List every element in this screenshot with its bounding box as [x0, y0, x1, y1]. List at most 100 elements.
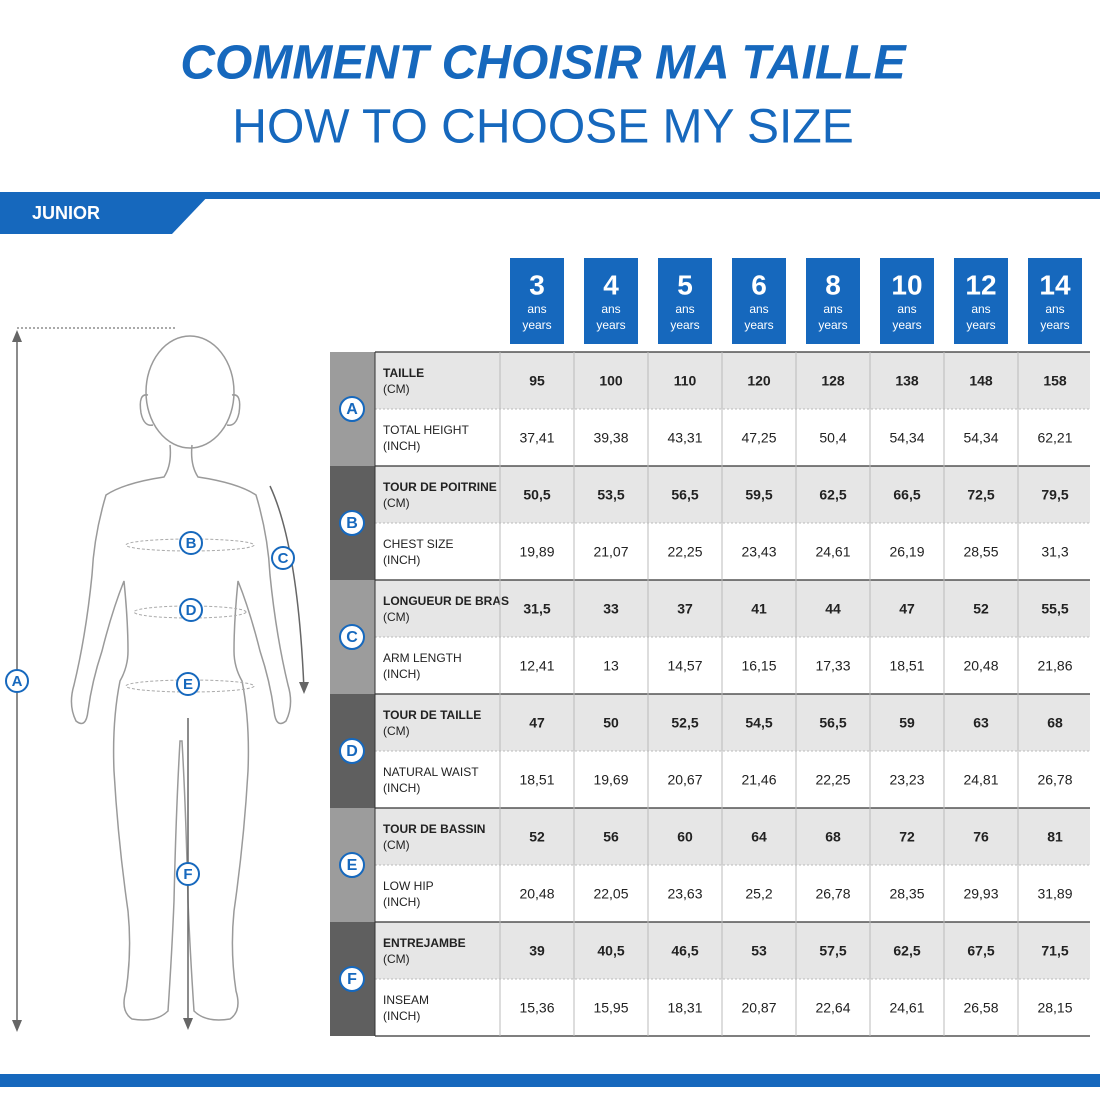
- cell-value: 148: [969, 373, 993, 389]
- row-label: TOUR DE TAILLE: [383, 708, 481, 722]
- cell-value: 68: [1047, 715, 1063, 731]
- marker-circle: [176, 862, 200, 886]
- cell-value: 100: [599, 373, 623, 389]
- marker-circle: [179, 598, 203, 622]
- cell-value: 20,67: [667, 772, 702, 788]
- title: COMMENT CHOISIR MA TAILLE: [180, 37, 907, 90]
- row-unit: (CM): [383, 610, 410, 624]
- child-figure: [70, 335, 292, 1021]
- row-unit: (INCH): [383, 781, 420, 795]
- cell-value: 25,2: [745, 886, 772, 902]
- cell-value: 47,25: [741, 430, 776, 446]
- cell-value: 66,5: [893, 487, 920, 503]
- marker-circle: [339, 738, 365, 764]
- cell-value: 81: [1047, 829, 1063, 845]
- cell-value: 31,89: [1037, 886, 1072, 902]
- row-bg: [375, 694, 1090, 751]
- cell-value: 18,31: [667, 1000, 702, 1016]
- cell-value: 55,5: [1041, 601, 1068, 617]
- cell-value: 56,5: [671, 487, 698, 503]
- age-tile: [510, 258, 564, 344]
- age-tile: [1028, 258, 1082, 344]
- cell-value: 41: [751, 601, 767, 617]
- row-bg: [375, 580, 1090, 637]
- age-tile: [584, 258, 638, 344]
- cell-value: 50,4: [819, 430, 846, 446]
- cell-value: 43,31: [667, 430, 702, 446]
- cell-value: 46,5: [671, 943, 698, 959]
- cell-value: 26,78: [815, 886, 850, 902]
- age-en: years: [818, 318, 847, 332]
- marker-circle: [176, 672, 200, 696]
- row-bg: [375, 466, 1090, 523]
- marker-letter: C: [278, 550, 289, 567]
- age-fr: ans: [823, 302, 842, 316]
- cell-value: 15,36: [519, 1000, 554, 1016]
- cell-value: 23,23: [889, 772, 924, 788]
- row-unit: (CM): [383, 952, 410, 966]
- marker-letter: D: [186, 602, 197, 619]
- cell-value: 20,48: [963, 658, 998, 674]
- cell-value: 26,78: [1037, 772, 1072, 788]
- age-tile: [880, 258, 934, 344]
- marker-letter: A: [346, 401, 358, 418]
- marker-letter: C: [346, 629, 358, 646]
- cell-value: 22,05: [593, 886, 628, 902]
- cell-value: 158: [1043, 373, 1067, 389]
- age-fr: ans: [897, 302, 916, 316]
- row-label: NATURAL WAIST: [383, 765, 479, 779]
- cell-value: 28,35: [889, 886, 924, 902]
- cell-value: 13: [603, 658, 619, 674]
- cell-value: 54,5: [745, 715, 772, 731]
- cell-value: 21,46: [741, 772, 776, 788]
- marker-letter: D: [346, 743, 358, 760]
- cell-value: 21,86: [1037, 658, 1072, 674]
- row-bg: [375, 637, 1090, 694]
- age-fr: ans: [675, 302, 694, 316]
- age-en: years: [522, 318, 551, 332]
- marker-letter: F: [183, 866, 192, 883]
- marker-circle: [271, 546, 295, 570]
- banner-line: [0, 192, 1100, 199]
- cell-value: 68: [825, 829, 841, 845]
- cell-value: 138: [895, 373, 919, 389]
- cell-value: 31,3: [1041, 544, 1068, 560]
- marker-letter: B: [186, 535, 197, 552]
- cell-value: 62,21: [1037, 430, 1072, 446]
- cell-value: 52,5: [671, 715, 698, 731]
- cell-value: 26,19: [889, 544, 924, 560]
- age-tile: [954, 258, 1008, 344]
- row-unit: (INCH): [383, 1009, 420, 1023]
- cell-value: 21,07: [593, 544, 628, 560]
- age-fr: ans: [749, 302, 768, 316]
- age-en: years: [892, 318, 921, 332]
- cell-value: 18,51: [519, 772, 554, 788]
- cell-value: 16,15: [741, 658, 776, 674]
- age-en: years: [1040, 318, 1069, 332]
- cell-value: 39: [529, 943, 545, 959]
- age-number: 12: [965, 269, 996, 300]
- section-label: JUNIOR: [32, 203, 100, 223]
- cell-value: 62,5: [819, 487, 846, 503]
- marker-circle: [179, 531, 203, 555]
- cell-value: 39,38: [593, 430, 628, 446]
- age-tile: [806, 258, 860, 344]
- cell-value: 72,5: [967, 487, 994, 503]
- age-tile: [658, 258, 712, 344]
- row-unit: (CM): [383, 496, 410, 510]
- age-fr: ans: [601, 302, 620, 316]
- cell-value: 53: [751, 943, 767, 959]
- age-fr: ans: [1045, 302, 1064, 316]
- cell-value: 76: [973, 829, 989, 845]
- row-unit: (INCH): [383, 553, 420, 567]
- cell-value: 52: [973, 601, 989, 617]
- cell-value: 37: [677, 601, 693, 617]
- cell-value: 47: [529, 715, 545, 731]
- cell-value: 33: [603, 601, 619, 617]
- cell-value: 72: [899, 829, 915, 845]
- row-bg: [375, 751, 1090, 808]
- age-fr: ans: [971, 302, 990, 316]
- banner-tab: [0, 192, 212, 234]
- row-label: LONGUEUR DE BRAS: [383, 594, 509, 608]
- cell-value: 22,64: [815, 1000, 850, 1016]
